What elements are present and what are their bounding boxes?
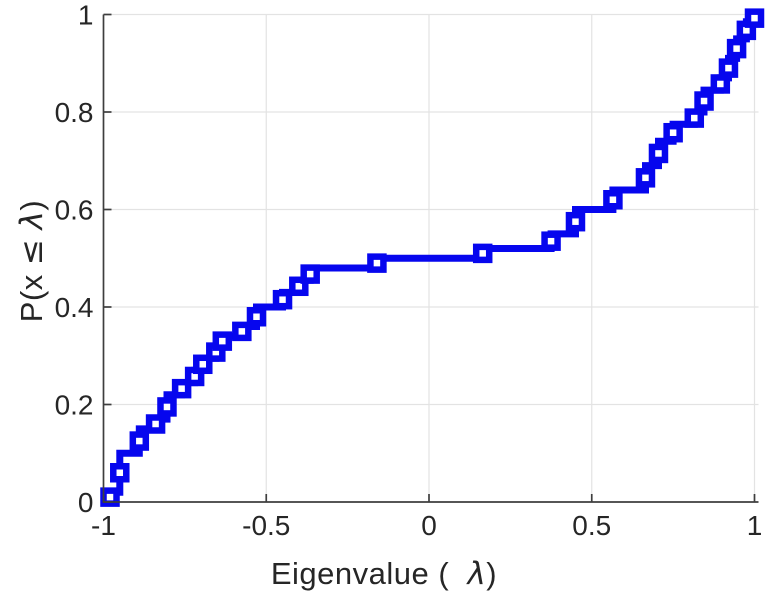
step-marker — [603, 190, 623, 210]
step-marker — [193, 354, 213, 375]
gridlines-group — [103, 13, 759, 502]
tick-labels-group: -1 -0.5 0 0.5 1 0 0.2 0.4 0.6 0.8 1 — [55, 0, 763, 541]
y-axis-title: P(x ≤ λ) — [14, 131, 50, 391]
step-marker — [541, 231, 561, 251]
y-tick-label: 0 — [78, 487, 94, 518]
y-axis-title-text: P(x — [14, 265, 49, 323]
y-axis-title-space — [14, 229, 49, 238]
lambda-symbol-y: λ — [14, 210, 50, 230]
step-marker — [145, 414, 166, 434]
x-axis-title: Eigenvalue ( λ) — [0, 556, 768, 592]
step-marker — [663, 122, 683, 143]
x-axis-title-space — [449, 556, 467, 591]
step-marker — [726, 38, 747, 59]
x-tick-label: -1 — [91, 510, 116, 541]
step-marker — [694, 91, 714, 111]
step-marker — [472, 243, 493, 264]
step-marker — [635, 168, 656, 188]
step-marker — [684, 108, 705, 128]
x-tick-label: -0.5 — [242, 510, 290, 541]
leq-symbol: ≤ — [14, 238, 50, 266]
step-marker — [565, 211, 586, 232]
step-marker — [272, 289, 293, 310]
step-marker — [718, 58, 739, 78]
x-axis-title-text: Eigenvalue ( — [270, 556, 450, 591]
step-marker — [212, 331, 233, 351]
x-axis-title-close: ) — [486, 556, 498, 591]
y-tick-label: 1 — [78, 0, 94, 31]
lambda-symbol: λ — [467, 556, 487, 592]
step-marker — [110, 463, 130, 483]
step-marker — [744, 8, 765, 28]
y-axis-title-close: ) — [14, 199, 49, 211]
x-tick-label: 1 — [747, 510, 763, 541]
y-tick-label: 0.8 — [55, 97, 94, 128]
step-marker — [300, 264, 320, 284]
step-marker — [648, 143, 669, 164]
x-tick-label: 0 — [421, 510, 437, 541]
y-tick-label: 0.2 — [55, 390, 94, 421]
y-tick-label: 0.6 — [55, 195, 94, 226]
step-marker — [232, 321, 252, 342]
step-marker — [129, 431, 150, 451]
step-marker — [171, 378, 192, 399]
y-tick-label: 0.4 — [55, 292, 94, 323]
step-marker — [367, 253, 387, 273]
step-marker — [246, 307, 267, 327]
step-marker — [710, 74, 731, 94]
x-tick-label: 0.5 — [572, 510, 611, 541]
axes-group — [102, 13, 759, 503]
ecdf-curve-group — [100, 8, 765, 507]
step-marker — [157, 397, 177, 417]
